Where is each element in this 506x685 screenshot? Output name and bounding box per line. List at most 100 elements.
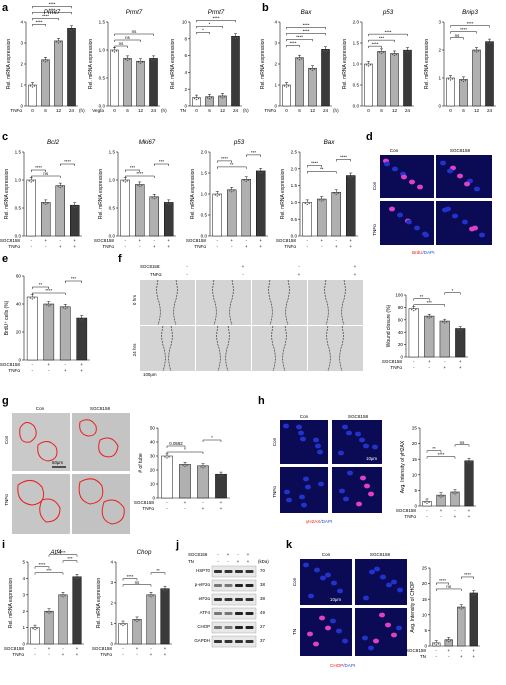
- wound-tile: [140, 326, 195, 371]
- data-point: [232, 36, 235, 38]
- data-point: [218, 194, 220, 196]
- tnf-row-label: TNFα: [194, 244, 206, 249]
- y-tick-label: 0.0: [15, 234, 22, 239]
- bar: [308, 67, 317, 107]
- blot-band: [224, 598, 233, 601]
- significance-label: ns: [446, 584, 451, 589]
- nucleus: [379, 612, 385, 618]
- y-tick-label: 0: [184, 104, 187, 109]
- nucleus: [331, 580, 337, 586]
- sgc-row-label: SGC8158: [0, 238, 20, 243]
- tnf-sign: -: [306, 244, 308, 249]
- bar: [346, 175, 356, 237]
- significance-bracket: [444, 292, 461, 295]
- data-point: [365, 64, 368, 66]
- data-point: [43, 202, 45, 205]
- wound-edge: [285, 279, 290, 326]
- bar: [149, 196, 159, 237]
- significance-bracket: [32, 292, 66, 295]
- data-point: [477, 50, 480, 52]
- data-point: [74, 206, 76, 208]
- data-point: [122, 180, 124, 182]
- tnf-row-label: TNFα: [102, 244, 114, 249]
- y-tick-label: 0: [414, 504, 417, 509]
- significance-label: ns: [119, 41, 124, 46]
- tnf-sign: -: [124, 244, 126, 249]
- significance-label: ****: [64, 159, 71, 164]
- y-tick-label: 0.0: [109, 234, 116, 239]
- significance-bracket: [31, 169, 46, 172]
- tnf-sign: +: [259, 244, 262, 249]
- nucleus: [355, 431, 361, 437]
- panel-label-e: e: [2, 253, 8, 265]
- data-point: [136, 620, 138, 623]
- y-tick-label: 40: [398, 330, 404, 335]
- data-point: [245, 180, 247, 182]
- y-axis-label: Rel. mRNA expression: [342, 39, 348, 90]
- chart-title: Chop: [137, 549, 152, 556]
- data-point: [166, 202, 168, 205]
- y-tick-label: 1.0: [353, 62, 360, 67]
- g-tube-loop: [78, 478, 104, 505]
- significance-label: ****: [127, 574, 134, 579]
- data-point: [29, 85, 32, 87]
- y-tick-label: 50: [150, 426, 156, 431]
- significance-bracket: [48, 554, 78, 557]
- h-stain-label: γH2AX/DAPI: [306, 519, 332, 524]
- tnf-sign: -: [440, 514, 442, 519]
- k-nuclei: [303, 562, 403, 651]
- tnf-sign: +: [202, 506, 205, 511]
- data-point: [48, 305, 50, 307]
- sgc-row-label: SGC8158: [186, 238, 207, 243]
- blot-band: [224, 612, 233, 615]
- data-point: [78, 577, 80, 579]
- significance-label: ns: [43, 171, 48, 176]
- tnf-sign: +: [472, 654, 475, 659]
- data-point: [59, 186, 61, 189]
- bar: [149, 58, 158, 107]
- data-point: [337, 192, 339, 195]
- data-point: [460, 608, 462, 610]
- data-point: [486, 41, 489, 44]
- sgc-sign: +: [447, 648, 450, 653]
- chart-panel-a-1: Prmt7 0.0 0.5 1.0 1.5 Rel. mRNA expression 0 6 1…: [88, 9, 167, 113]
- wound-tile: [252, 280, 307, 325]
- y-tick-label: 0: [20, 104, 23, 109]
- data-point: [68, 28, 71, 30]
- significance-label: ****: [136, 171, 143, 176]
- data-point: [128, 58, 131, 61]
- data-point: [122, 624, 124, 627]
- data-point: [64, 595, 66, 597]
- j-sgc-sign: +: [227, 552, 230, 557]
- data-point: [162, 588, 164, 591]
- sgc-sign: +: [167, 238, 170, 243]
- data-point: [283, 85, 286, 87]
- nucleus: [452, 213, 458, 219]
- k-stain-label: CHOP/DAPI: [330, 663, 355, 668]
- nucleus: [423, 232, 429, 238]
- sgc-sign: +: [44, 238, 47, 243]
- data-point: [64, 308, 66, 310]
- data-point: [55, 41, 58, 43]
- panel-h-images: Con SGC8158 Con TNFα 10μm γH2AX/DAPI: [272, 414, 382, 524]
- significance-bracket: [65, 280, 82, 283]
- sgc-sign: -: [31, 362, 33, 367]
- data-point: [326, 49, 329, 51]
- nucleus: [307, 631, 313, 637]
- data-point: [470, 461, 472, 463]
- y-tick-label: 0: [152, 496, 155, 501]
- data-point: [46, 611, 48, 613]
- data-point: [296, 58, 299, 60]
- j-bands: HSP70 70 p-eIF2α 38 eIF2α 38 ATF4 49 CHOP 27 GAPDH…: [194, 565, 265, 648]
- bar: [469, 592, 478, 647]
- data-point: [433, 643, 435, 645]
- data-point: [47, 202, 49, 205]
- sgc-sign: +: [320, 238, 323, 243]
- y-tick-label: 5: [414, 488, 417, 493]
- significance-bracket: [34, 572, 64, 575]
- blot-band: [245, 570, 254, 573]
- sgc-sign: +: [259, 238, 262, 243]
- nucleus: [300, 436, 306, 442]
